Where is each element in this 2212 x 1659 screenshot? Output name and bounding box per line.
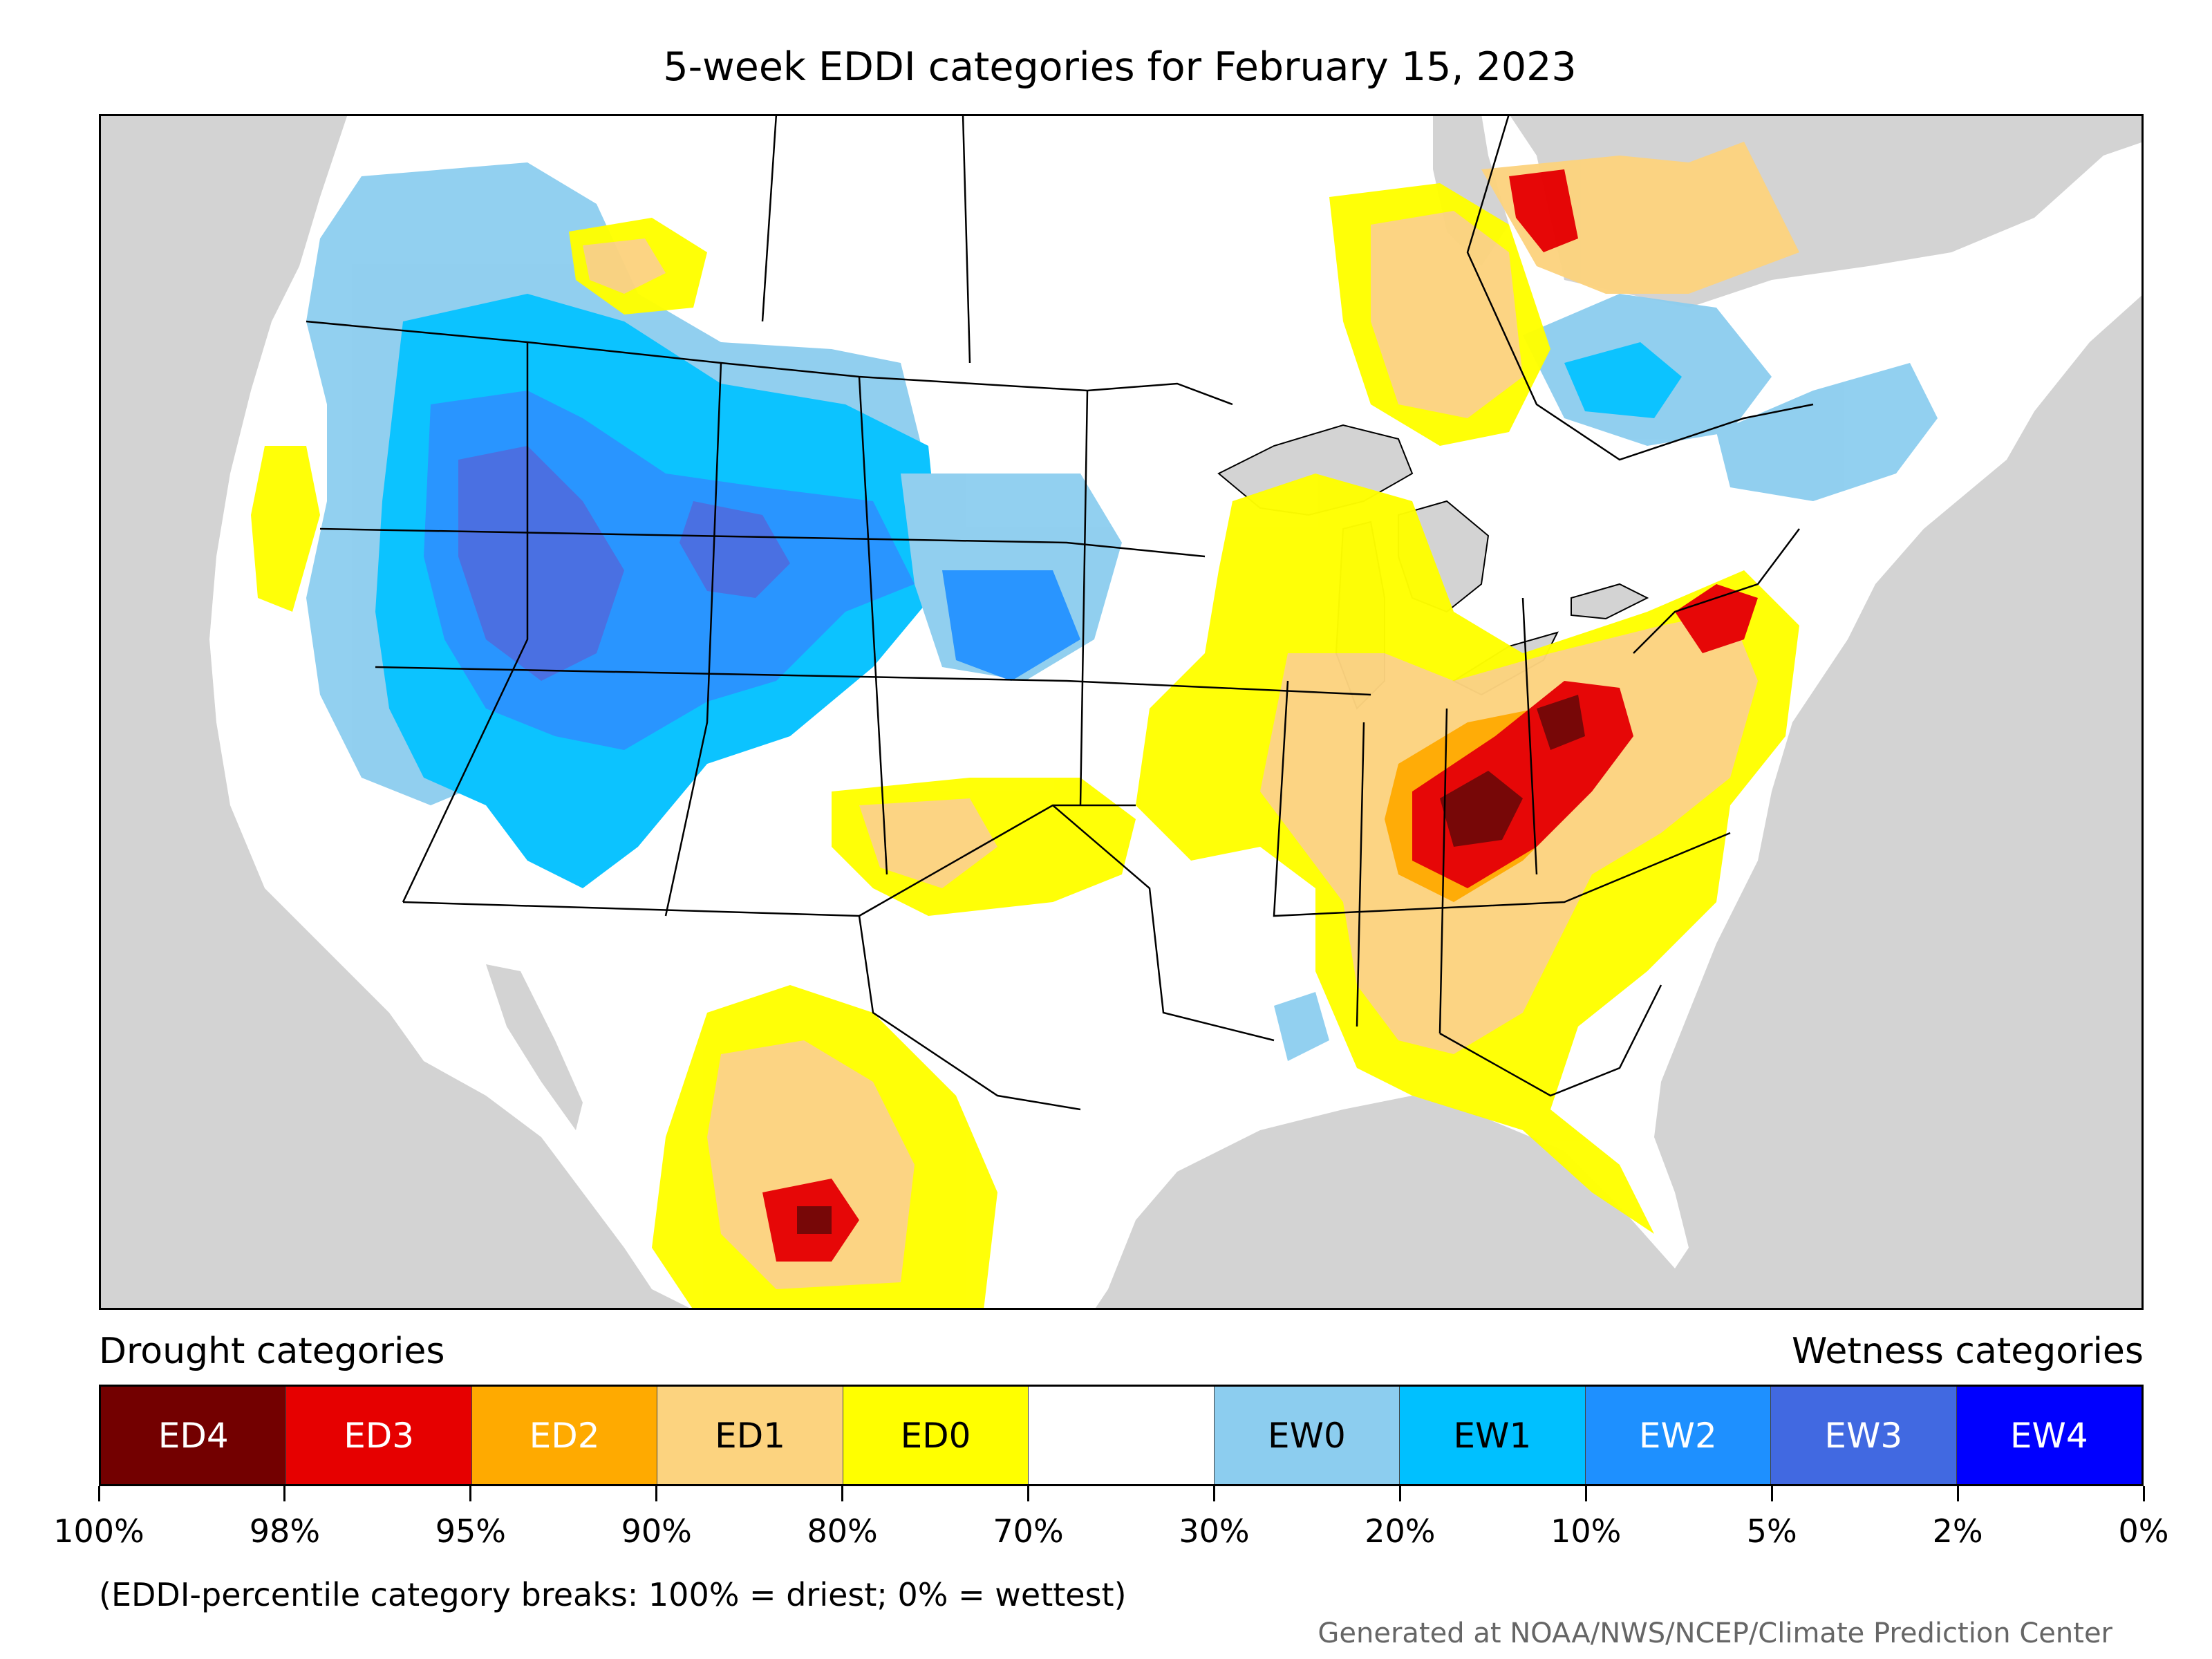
- eddi-map: [99, 114, 2144, 1310]
- category-label: EW4: [2009, 1415, 2088, 1456]
- category-label: EW0: [1268, 1415, 1346, 1456]
- drought-categories-heading: Drought categories: [99, 1331, 445, 1372]
- category-ew2: EW2: [1585, 1387, 1772, 1484]
- category-ed1: ED1: [657, 1387, 843, 1484]
- gulf-of-california: [486, 964, 583, 1130]
- category-colorbar: ED4 ED3 ED2 ED1 ED0 EW0 EW1 EW2 EW3 EW4: [99, 1385, 2144, 1486]
- colorbar-tick: [1770, 1486, 1773, 1501]
- tick-label: 30%: [1179, 1512, 1250, 1550]
- tick-label: 90%: [621, 1512, 692, 1550]
- colorbar-tick: [841, 1486, 844, 1501]
- boundary-lines: [306, 114, 1814, 1111]
- category-label: ED0: [900, 1415, 971, 1456]
- category-ew3: EW3: [1771, 1387, 1957, 1484]
- wetness-areas: [306, 162, 1938, 1061]
- map-title: 5-week EDDI categories for February 15, …: [663, 44, 1577, 90]
- category-label: ED3: [344, 1415, 415, 1456]
- category-note: (EDDI-percentile category breaks: 100% =…: [99, 1576, 1127, 1613]
- category-label: ED1: [715, 1415, 786, 1456]
- category-ew0: EW0: [1214, 1387, 1400, 1484]
- tick-label: 20%: [1365, 1512, 1436, 1550]
- category-ed2: ED2: [471, 1387, 658, 1484]
- colorbar-tick: [1027, 1486, 1030, 1501]
- tick-label: 98%: [249, 1512, 321, 1550]
- colorbar-ticks: [97, 1486, 2145, 1503]
- category-ew4: EW4: [1956, 1387, 2141, 1484]
- colorbar-tick: [97, 1486, 100, 1501]
- category-label: ED4: [158, 1415, 229, 1456]
- colorbar-tick: [469, 1486, 472, 1501]
- lake-ontario: [1571, 583, 1649, 620]
- tick-label: 5%: [1746, 1512, 1797, 1550]
- colorbar-tick: [1584, 1486, 1587, 1501]
- category-label: ED2: [529, 1415, 600, 1456]
- category-ed3: ED3: [286, 1387, 472, 1484]
- category-label: EW1: [1453, 1415, 1532, 1456]
- category-normal: [1029, 1387, 1215, 1484]
- tick-label: 100%: [53, 1512, 144, 1550]
- map-frame: [99, 114, 2144, 1310]
- colorbar-tick: [1212, 1486, 1215, 1501]
- drought-areas: [251, 142, 1799, 1310]
- colorbar-tick: [1398, 1486, 1401, 1501]
- credit-line: Generated at NOAA/NWS/NCEP/Climate Predi…: [1318, 1618, 2112, 1649]
- colorbar-tick: [1956, 1486, 1959, 1501]
- category-ed0: ED0: [843, 1387, 1029, 1484]
- category-label: EW3: [1824, 1415, 1903, 1456]
- category-ew1: EW1: [1400, 1387, 1586, 1484]
- wetness-categories-heading: Wetness categories: [1792, 1331, 2144, 1372]
- tick-label: 2%: [1932, 1512, 1983, 1550]
- tick-label: 70%: [993, 1512, 1064, 1550]
- category-label: EW2: [1638, 1415, 1717, 1456]
- tick-label: 80%: [807, 1512, 878, 1550]
- colorbar-tick: [2142, 1486, 2145, 1501]
- tick-label: 10%: [1550, 1512, 1622, 1550]
- category-ed4: ED4: [101, 1387, 287, 1484]
- tick-label: 0%: [2118, 1512, 2169, 1550]
- tick-label: 95%: [435, 1512, 506, 1550]
- colorbar-tick: [655, 1486, 658, 1501]
- colorbar-tick: [283, 1486, 286, 1501]
